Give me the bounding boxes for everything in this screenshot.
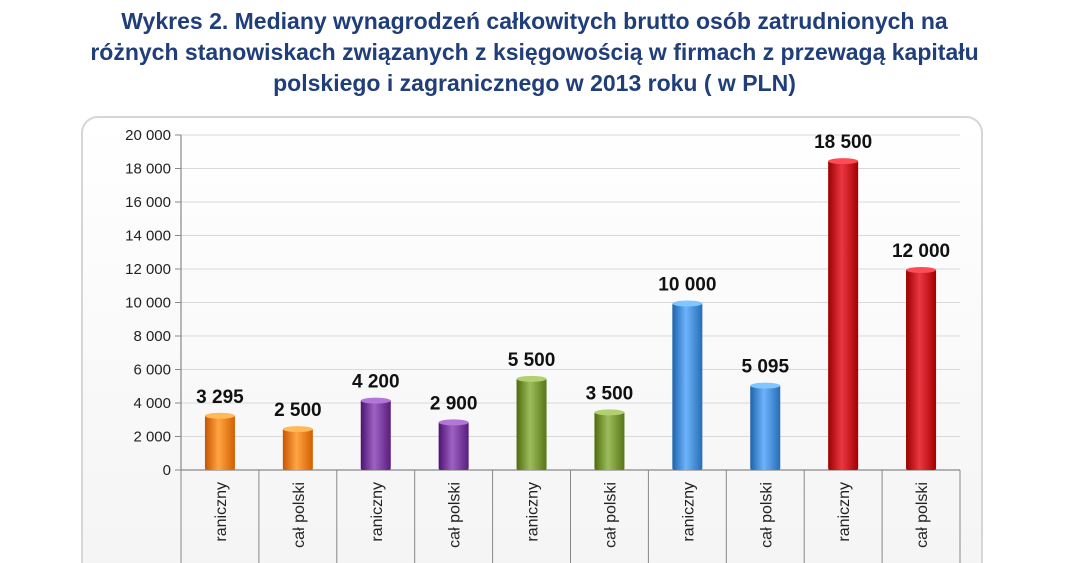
- category-label: cał polski: [758, 482, 775, 548]
- bar: [438, 421, 469, 470]
- bar-cap: [438, 419, 469, 426]
- bar: [594, 411, 625, 470]
- chart-title-line-3: polskiego i zagranicznego w 2013 roku ( …: [273, 70, 796, 96]
- bar: [516, 377, 547, 470]
- category-label: cał polski: [291, 482, 308, 548]
- y-tick-label: 2 000: [133, 429, 171, 446]
- bar-cap: [282, 426, 313, 433]
- category-label: raniczny: [369, 482, 386, 542]
- bar-cap: [516, 375, 547, 382]
- bar-cap: [672, 300, 703, 307]
- bar-cap: [828, 158, 859, 165]
- category-label: raniczny: [836, 482, 853, 542]
- data-label: 10 000: [658, 275, 716, 296]
- category-label: raniczny: [525, 482, 542, 542]
- bar-cap: [360, 397, 391, 404]
- category-label: cał polski: [447, 482, 464, 548]
- y-tick-label: 0: [163, 462, 171, 479]
- bar-cap: [906, 267, 937, 273]
- bar-cap: [204, 412, 235, 419]
- chart-title-line-1: Wykres 2. Mediany wynagrodzeń całkowityc…: [121, 8, 948, 34]
- y-tick-label: 4 000: [133, 395, 171, 412]
- data-label: 12 000: [892, 241, 950, 262]
- data-label: 3 295: [196, 387, 244, 408]
- category-label: raniczny: [680, 482, 697, 542]
- chart-title-line-2: różnych stanowiskach związanych z księgo…: [90, 39, 979, 65]
- category-label: cał polski: [914, 482, 931, 548]
- category-label: raniczny: [213, 482, 230, 542]
- chart-title: Wykres 2. Mediany wynagrodzeń całkowityc…: [0, 6, 1069, 99]
- bar: [360, 399, 391, 470]
- y-tick-label: 10 000: [125, 295, 171, 312]
- data-label: 3 500: [586, 383, 634, 404]
- data-label: 2 900: [430, 393, 478, 414]
- data-label: 5 095: [741, 357, 789, 378]
- category-label: cał polski: [602, 482, 619, 548]
- data-label: 5 500: [508, 350, 556, 371]
- y-tick-label: 20 000: [125, 127, 171, 144]
- bar: [906, 269, 937, 470]
- data-label: 18 500: [814, 132, 872, 153]
- data-label: 4 200: [352, 372, 400, 393]
- bar: [282, 428, 313, 470]
- bar-cap: [750, 382, 781, 389]
- bar: [672, 302, 703, 470]
- bar: [828, 160, 859, 470]
- bar: [750, 384, 781, 470]
- bar: [204, 414, 235, 470]
- y-tick-label: 6 000: [133, 362, 171, 379]
- bar-cap: [594, 409, 625, 416]
- data-label: 2 500: [274, 400, 322, 421]
- y-tick-label: 14 000: [125, 228, 171, 245]
- y-tick-label: 18 000: [125, 161, 171, 178]
- y-tick-label: 8 000: [133, 328, 171, 345]
- y-tick-label: 12 000: [125, 261, 171, 278]
- y-tick-label: 16 000: [125, 194, 171, 211]
